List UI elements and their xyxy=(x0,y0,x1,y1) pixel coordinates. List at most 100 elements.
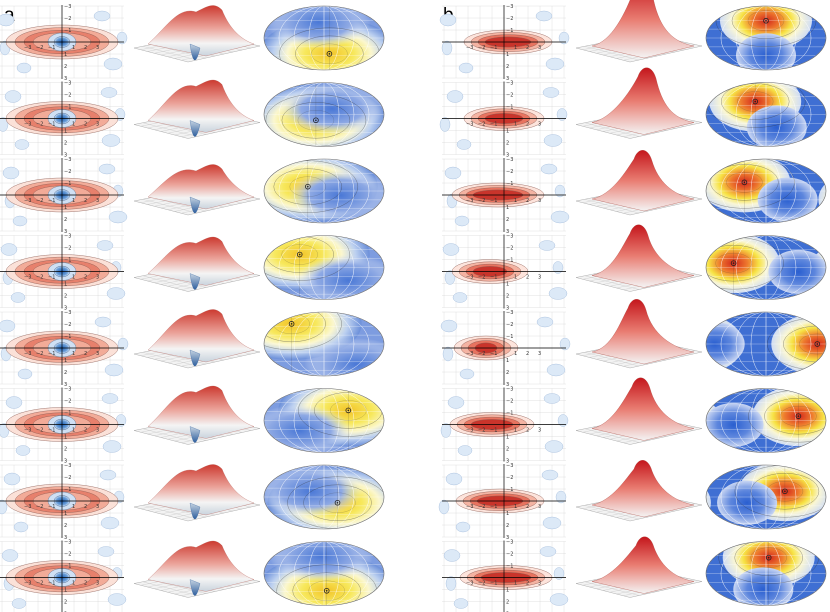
y-tick-label: 1 xyxy=(64,52,67,58)
y-tick-label: −3 xyxy=(506,463,513,469)
background-blob xyxy=(117,337,129,351)
background-blob xyxy=(555,490,567,504)
y-tick-label: −3 xyxy=(506,81,513,87)
y-tick-label: 3 xyxy=(64,382,67,388)
y-tick-label: −1 xyxy=(64,181,71,187)
rotated-graticule xyxy=(264,312,326,343)
sphere-projection xyxy=(263,541,385,606)
x-tick-label: 2 xyxy=(84,122,87,128)
rotated-graticule xyxy=(766,481,804,502)
contour-plot: −3 3 −2 2 −1 11 −1 2 −2 3 −3 xyxy=(442,234,568,312)
y-tick-label: −2 xyxy=(506,93,513,99)
rotated-graticule xyxy=(731,6,801,39)
background-blob xyxy=(456,139,472,150)
blue-lobe xyxy=(746,105,807,147)
y-tick-label: 1 xyxy=(64,511,67,517)
y-tick-label: 3 xyxy=(506,306,509,312)
x-tick-label: 3 xyxy=(96,122,99,128)
x-tick-label: −2 xyxy=(478,198,485,204)
background-blob xyxy=(442,346,454,362)
panel-b: −33−22−111−12−23−3−33−22−111−12−23−3−33−… xyxy=(438,0,827,612)
background-blob xyxy=(3,472,21,486)
background-blob xyxy=(445,472,463,486)
background-blob xyxy=(100,516,120,530)
y-tick-label: −2 xyxy=(506,552,513,558)
y-tick-label: 1 xyxy=(506,205,509,211)
surface-plot xyxy=(575,377,703,445)
blue-lobe xyxy=(264,465,363,518)
background-blob xyxy=(452,292,468,303)
rotated-graticule xyxy=(281,102,351,139)
background-blob xyxy=(442,243,460,256)
x-tick-label: −2 xyxy=(478,581,485,587)
sphere-projection xyxy=(705,158,827,224)
background-blob xyxy=(11,598,27,609)
sphere-outline xyxy=(263,464,385,530)
rotated-graticule xyxy=(737,91,774,112)
sphere-outline xyxy=(263,541,385,606)
background-blob xyxy=(454,215,470,227)
contour-plot: −3 3 −2 2 −1 11 −1 2 −2 3 −3 xyxy=(440,387,569,465)
y-tick-label: −1 xyxy=(64,105,71,111)
panel-b-row: −33−22−111−12−23−3 xyxy=(440,377,827,465)
x-tick-label: −2 xyxy=(478,45,485,51)
rotated-graticule xyxy=(297,110,335,131)
y-tick-label: 1 xyxy=(506,129,509,135)
x-tick-label: 2 xyxy=(84,581,87,587)
sphere-marker xyxy=(334,499,341,506)
panel-b-row: −33−22−111−12−23−3 xyxy=(438,460,827,541)
sphere-fill xyxy=(706,465,826,529)
sphere-fill xyxy=(706,82,826,147)
background-blob xyxy=(538,240,556,251)
y-tick-label: 1 xyxy=(506,588,509,594)
y-tick-label: −1 xyxy=(64,564,71,570)
rotated-graticule xyxy=(264,235,350,281)
x-tick-label: −2 xyxy=(478,122,485,128)
x-tick-label: 2 xyxy=(526,428,529,434)
background-blob xyxy=(16,62,32,74)
background-blob xyxy=(455,521,471,533)
background-blob xyxy=(548,287,568,300)
surface-plot xyxy=(133,236,261,292)
y-tick-label: −3 xyxy=(64,4,71,10)
x-tick-label: 1 xyxy=(72,275,75,281)
background-blob xyxy=(458,62,474,74)
surface-peak xyxy=(591,536,695,594)
y-tick-label: −3 xyxy=(506,540,513,546)
background-blob xyxy=(553,567,565,580)
background-blob xyxy=(1,549,19,562)
x-tick-label: −1 xyxy=(48,504,55,510)
background-blob xyxy=(558,31,570,45)
x-tick-label: −1 xyxy=(490,45,497,51)
background-blob xyxy=(552,261,564,274)
sphere-marker xyxy=(313,117,319,124)
sphere-projection xyxy=(263,388,385,453)
surface-plot xyxy=(133,540,261,598)
x-tick-label: 3 xyxy=(96,45,99,51)
contour-plot: −3 3 −2 2 −1 11 −1 2 −2 3 −3 xyxy=(0,234,126,312)
rotated-graticule xyxy=(721,83,790,120)
y-tick-label: 3 xyxy=(64,306,67,312)
background-blob xyxy=(101,134,121,147)
surface-peak xyxy=(591,299,695,365)
rotated-graticule xyxy=(264,312,326,343)
surface-dip xyxy=(189,426,201,443)
y-tick-label: 3 xyxy=(506,382,509,388)
rotated-graticule xyxy=(799,333,826,355)
x-tick-label: −3 xyxy=(24,428,31,434)
y-tick-label: −1 xyxy=(64,258,71,264)
y-tick-label: −3 xyxy=(506,387,513,393)
contour-plot: −3 3 −2 2 −1 11 −1 2 −2 3 −3 xyxy=(442,157,570,235)
y-tick-label: 1 xyxy=(64,205,67,211)
background-blob xyxy=(99,469,117,481)
surface-peak xyxy=(147,385,255,439)
y-tick-label: 3 xyxy=(64,153,67,159)
y-tick-label: 3 xyxy=(506,153,509,159)
x-tick-label: 1 xyxy=(514,122,517,128)
y-tick-label: −3 xyxy=(506,157,513,163)
background-blob xyxy=(542,516,562,530)
contour-plot: −3 3 −2 2 −1 11 −1 2 −2 3 −3 xyxy=(438,463,567,541)
sphere-marker-dot xyxy=(797,415,800,417)
x-tick-label: 2 xyxy=(526,275,529,281)
x-tick-label: −3 xyxy=(24,351,31,357)
